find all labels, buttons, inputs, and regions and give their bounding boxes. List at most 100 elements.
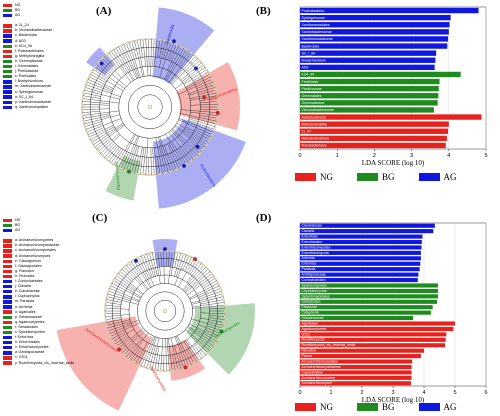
tree-branch (209, 315, 225, 317)
bar (300, 85, 439, 92)
tree-node (211, 133, 214, 136)
bar-label: Bacteroidia (302, 44, 320, 48)
legend-swatch (3, 300, 12, 304)
tree-branch (186, 60, 200, 73)
tree-branch (84, 87, 102, 93)
tree-branch (143, 254, 153, 278)
bar-label: Flavodon (302, 349, 316, 353)
legend-item-label: t: Entorhiza (15, 335, 34, 340)
tree-node (222, 298, 225, 301)
tree-branch (175, 253, 184, 277)
bar-label: Entorrhizales (302, 240, 323, 244)
legend-item-label: a: 11_24 (15, 23, 29, 28)
tree-branch (180, 62, 202, 81)
tree-branch (160, 251, 162, 267)
tree-branch (108, 290, 140, 303)
legend-item-label: a: Archaeorhizomycetes (15, 238, 54, 243)
legend-item-label: i: Coniochaetales (15, 279, 43, 284)
tree-branch (114, 277, 135, 292)
tree-branch (200, 108, 218, 111)
bar-label: 11_24 (302, 129, 312, 133)
tick-label: 4 (422, 390, 425, 396)
tree-branch (106, 319, 122, 323)
legend-item: l: Cuphophyllus (3, 294, 74, 299)
tree-branch (189, 116, 216, 125)
tree-node (214, 122, 217, 125)
tree-branch (84, 114, 120, 125)
tree-branch (178, 258, 195, 287)
tree-node (182, 252, 185, 255)
tree-node (110, 161, 113, 164)
bar (300, 121, 449, 127)
legend-swatch (3, 34, 12, 38)
tree-node (211, 78, 214, 81)
tree-branch (86, 81, 113, 93)
tree-branch (208, 321, 224, 326)
tree-node (82, 120, 85, 123)
tree-branch (202, 277, 216, 287)
tree-branch (105, 305, 121, 307)
tree-node (198, 260, 201, 263)
bar-label: Acidobacteriota (302, 115, 326, 119)
tree-branch (106, 296, 139, 305)
tree-branch (113, 280, 142, 298)
tree-branch (126, 136, 140, 171)
tree-branch (96, 138, 111, 150)
legend-item: b: Archaeorhizomycetaceae (3, 243, 74, 248)
lda-chart-b: 0 1 2 3 4 5 Proteobacteria Sphingomonas Xanthomo… (298, 6, 488, 167)
tree-branch (166, 49, 187, 81)
tree-branch (152, 147, 155, 175)
legend-swatch (3, 279, 12, 284)
ag-key-label: AG (443, 172, 457, 182)
tree-branch (167, 43, 174, 60)
tree-branch (115, 134, 135, 166)
bar-label: Entorrhizomycota (302, 251, 329, 255)
tree-branch (198, 290, 222, 300)
legend-swatch (3, 90, 12, 94)
bar-label: Parasola (302, 267, 316, 271)
tree-branch (200, 317, 224, 323)
tree-branch (148, 39, 150, 67)
legend-item: p: Xanthomonadaceae (3, 100, 52, 105)
tree-branch (90, 74, 106, 83)
tick-label: 1 (336, 153, 339, 159)
tree-branch (154, 346, 160, 371)
legend-item: k: Pirellulales (3, 74, 52, 79)
legend-swatch (3, 254, 12, 258)
tree-branch (168, 251, 170, 267)
tree-node (141, 173, 144, 176)
bar (300, 128, 449, 134)
tree-node (180, 166, 183, 169)
tree-node (127, 357, 130, 360)
bar-label: Cuphophyllus (302, 370, 323, 374)
legend-item: g: Methyloniragilia (3, 54, 52, 59)
legend-item: j: Pirellulaceae (3, 69, 52, 74)
legend-item-label: c: Bacteroidia (15, 33, 37, 38)
bar (300, 245, 422, 250)
tree-branch (191, 296, 224, 305)
tree-branch (170, 130, 196, 158)
tree-branch (150, 39, 152, 76)
tree-ring (128, 274, 202, 348)
marker-node (219, 329, 224, 334)
bar (300, 239, 422, 245)
ng-swatch (295, 173, 316, 181)
legend-swatch (3, 315, 12, 319)
tree-branch (109, 288, 140, 301)
legend-item: l: Bradyrhizobium (3, 79, 52, 84)
tree-node (83, 125, 86, 128)
tree-branch (82, 110, 119, 116)
tree-node (112, 279, 115, 282)
tree-branch (133, 348, 142, 363)
tree-branch (106, 299, 122, 303)
tree-branch (110, 285, 125, 293)
tree-branch (174, 252, 179, 268)
bar (300, 381, 411, 386)
bar (300, 50, 437, 56)
legend-item-label: d: Archaeorhizomyces (15, 253, 51, 258)
tree-branch (116, 336, 130, 347)
tree-branch (87, 79, 113, 91)
tree-branch (159, 40, 163, 58)
bar-label: Methylomirabilia (302, 122, 327, 126)
